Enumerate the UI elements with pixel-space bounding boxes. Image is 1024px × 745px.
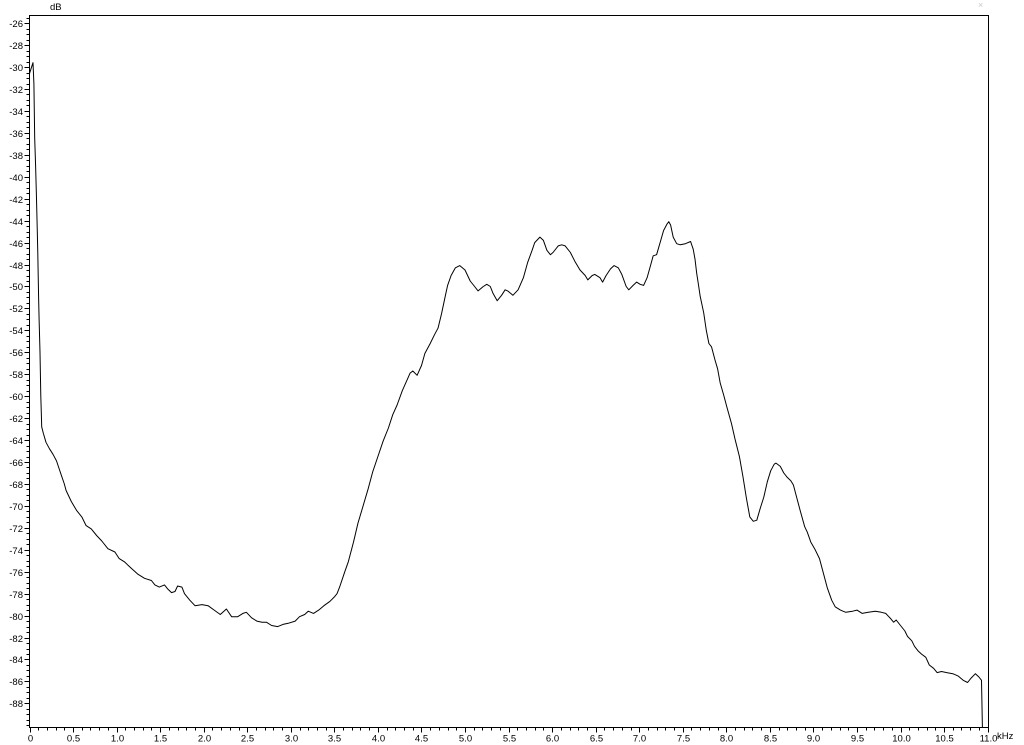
x-tick-label: 0.5 [67,734,80,745]
y-tick-label: -68 [9,480,23,491]
y-tick-label: -28 [9,41,23,52]
x-tick-label: 6.5 [590,734,603,745]
x-tick-label: 1.0 [111,734,124,745]
y-tick-label: -80 [9,612,23,623]
x-tick-label: 2.0 [198,734,211,745]
x-tick-label: 6.0 [546,734,559,745]
y-axis-unit-label: dB [50,2,62,13]
x-tick-label: 4.0 [372,734,385,745]
x-tick-label: 9.5 [851,734,864,745]
y-tick-label: -62 [9,414,23,425]
x-tick-label: 8.5 [764,734,777,745]
y-tick-label: -42 [9,195,23,206]
y-tick-label: -82 [9,634,23,645]
y-tick-label: -56 [9,348,23,359]
x-tick-label: 9.0 [807,734,820,745]
x-tick-label: 7.0 [633,734,646,745]
plot-frame [29,15,989,728]
y-tick-label: -54 [9,326,23,337]
x-tick-label: 3.5 [328,734,341,745]
corner-artifact-mark: × [978,0,984,10]
y-tick-label: -58 [9,370,23,381]
x-tick-label: 0 [28,734,33,745]
x-tick-label: 3.0 [285,734,298,745]
y-tick-label: -32 [9,85,23,96]
y-tick-label: -26 [9,19,23,30]
y-tick-label: -72 [9,524,23,535]
y-tick-label: -30 [9,63,23,74]
x-tick-label: 5.5 [503,734,516,745]
y-tick-label: -36 [9,129,23,140]
y-tick-label: -50 [9,282,23,293]
x-tick-label: 8.0 [720,734,733,745]
x-tick-label: 7.5 [677,734,690,745]
y-tick-label: -84 [9,655,23,666]
y-tick-label: -52 [9,304,23,315]
y-tick-label: -86 [9,677,23,688]
y-tick-label: -48 [9,261,23,272]
y-tick-label: -44 [9,217,23,228]
y-tick-label: -78 [9,590,23,601]
y-tick-label: -66 [9,458,23,469]
y-tick-label: -88 [9,699,23,710]
y-tick-label: -76 [9,568,23,579]
y-tick-label: -74 [9,546,23,557]
y-tick-label: -38 [9,151,23,162]
x-tick-label: 11.0 [980,734,998,745]
y-tick-label: -60 [9,392,23,403]
y-tick-label: -34 [9,107,23,118]
x-tick-label: 10.0 [892,734,911,745]
x-tick-label: 4.5 [415,734,428,745]
x-tick-label: 5.0 [459,734,472,745]
y-tick-label: -40 [9,173,23,184]
x-axis-unit-label: kHz [997,731,1014,742]
x-tick-label: 1.5 [154,734,167,745]
spectrum-trace [29,62,983,728]
y-tick-label: -70 [9,502,23,513]
y-tick-label: -46 [9,239,23,250]
x-tick-label: 10.5 [935,734,954,745]
y-tick-label: -64 [9,436,23,447]
x-tick-label: 2.5 [241,734,254,745]
